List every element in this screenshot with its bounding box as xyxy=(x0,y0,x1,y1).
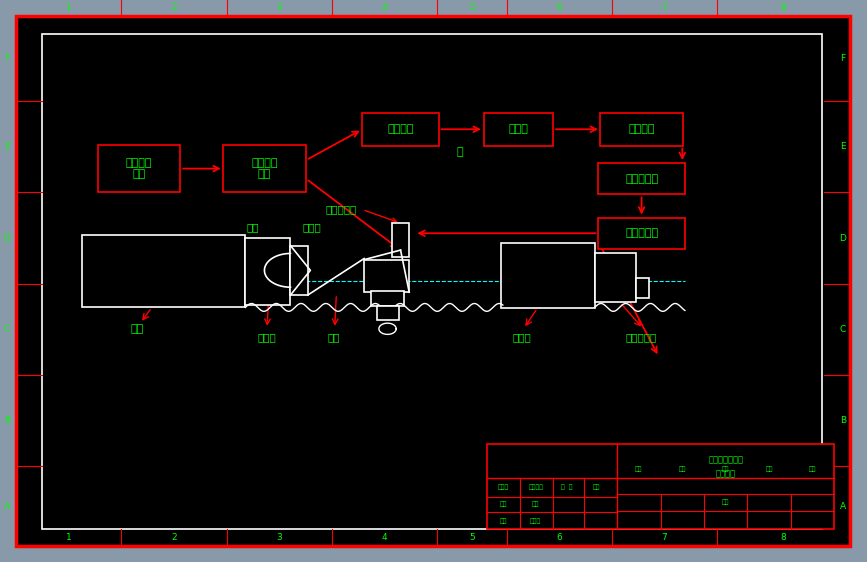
Text: 制图: 制图 xyxy=(722,499,729,505)
Text: 3: 3 xyxy=(277,3,283,12)
Text: 案原理图: 案原理图 xyxy=(715,469,736,478)
Text: 审定者: 审定者 xyxy=(498,485,509,490)
Text: 功率放大器: 功率放大器 xyxy=(625,228,658,238)
Bar xyxy=(371,291,404,306)
Bar xyxy=(392,223,409,257)
Text: 数量: 数量 xyxy=(722,466,729,472)
Text: E: E xyxy=(4,142,10,151)
Text: 步进电动机: 步进电动机 xyxy=(325,204,356,214)
Bar xyxy=(598,217,685,248)
Text: 手工输入: 手工输入 xyxy=(388,124,414,134)
Text: 刀具: 刀具 xyxy=(328,332,340,342)
Bar xyxy=(636,278,649,298)
Text: 变速箱: 变速箱 xyxy=(303,222,322,232)
Text: 页数: 页数 xyxy=(809,466,816,472)
Bar xyxy=(364,260,409,292)
Text: 控制计算机: 控制计算机 xyxy=(625,174,658,184)
Text: 代号: 代号 xyxy=(636,466,642,472)
Text: 5: 5 xyxy=(469,3,475,12)
Text: 1: 1 xyxy=(66,3,71,12)
Text: 技术制度: 技术制度 xyxy=(528,485,544,490)
Text: 审核: 审核 xyxy=(532,502,539,507)
Text: 签名: 签名 xyxy=(499,518,507,524)
Text: 松北化: 松北化 xyxy=(531,518,541,524)
Text: 1: 1 xyxy=(66,533,71,542)
Text: 加工工件
图纸: 加工工件 图纸 xyxy=(126,158,152,179)
Bar xyxy=(501,243,595,308)
Bar xyxy=(245,238,290,305)
Text: 存储装置: 存储装置 xyxy=(629,124,655,134)
Text: 2: 2 xyxy=(172,533,177,542)
Text: 装夹盘: 装夹盘 xyxy=(257,332,277,342)
Text: B: B xyxy=(3,416,10,425)
Bar xyxy=(484,113,553,146)
Text: 6: 6 xyxy=(557,533,563,542)
Text: 3: 3 xyxy=(277,533,283,542)
Text: 5: 5 xyxy=(469,533,475,542)
Text: 车床: 车床 xyxy=(130,324,144,334)
Text: 数控程序
编制: 数控程序 编制 xyxy=(251,158,277,179)
Text: 4: 4 xyxy=(381,533,388,542)
Bar xyxy=(601,113,683,146)
Bar xyxy=(98,145,180,192)
Text: 材料: 材料 xyxy=(679,466,686,472)
Text: 变速箱: 变速箱 xyxy=(512,332,531,342)
Text: A: A xyxy=(3,502,10,511)
Text: F: F xyxy=(840,54,845,63)
Text: 6: 6 xyxy=(557,3,563,12)
Text: B: B xyxy=(839,416,846,425)
Text: 计算机: 计算机 xyxy=(509,124,528,134)
Text: E: E xyxy=(840,142,845,151)
Text: 8: 8 xyxy=(780,533,786,542)
Text: 4: 4 xyxy=(381,3,388,12)
Bar xyxy=(82,235,245,307)
Text: 8: 8 xyxy=(780,3,786,12)
Bar xyxy=(290,246,308,295)
Text: 2: 2 xyxy=(172,3,177,12)
Bar xyxy=(487,444,834,529)
Text: 或: 或 xyxy=(456,147,463,157)
Bar xyxy=(598,163,685,194)
Text: 数控改造总体方: 数控改造总体方 xyxy=(708,455,743,464)
Text: 比例: 比例 xyxy=(766,466,772,472)
Text: 批准: 批准 xyxy=(499,502,507,507)
Text: C: C xyxy=(3,325,10,334)
Text: 7: 7 xyxy=(662,3,668,12)
Text: A: A xyxy=(839,502,846,511)
Text: 7: 7 xyxy=(662,533,668,542)
Bar xyxy=(42,34,822,529)
Text: 第张: 第张 xyxy=(593,485,600,490)
Bar xyxy=(595,253,636,302)
Text: D: D xyxy=(839,233,846,243)
Bar xyxy=(224,145,306,192)
Text: F: F xyxy=(4,54,10,63)
Text: C: C xyxy=(839,325,846,334)
Text: 工件: 工件 xyxy=(247,222,259,232)
Bar xyxy=(377,306,399,320)
Bar xyxy=(362,113,439,146)
Text: D: D xyxy=(3,233,10,243)
Text: 共  张: 共 张 xyxy=(561,485,573,490)
Text: 步进电动机: 步进电动机 xyxy=(626,332,657,342)
